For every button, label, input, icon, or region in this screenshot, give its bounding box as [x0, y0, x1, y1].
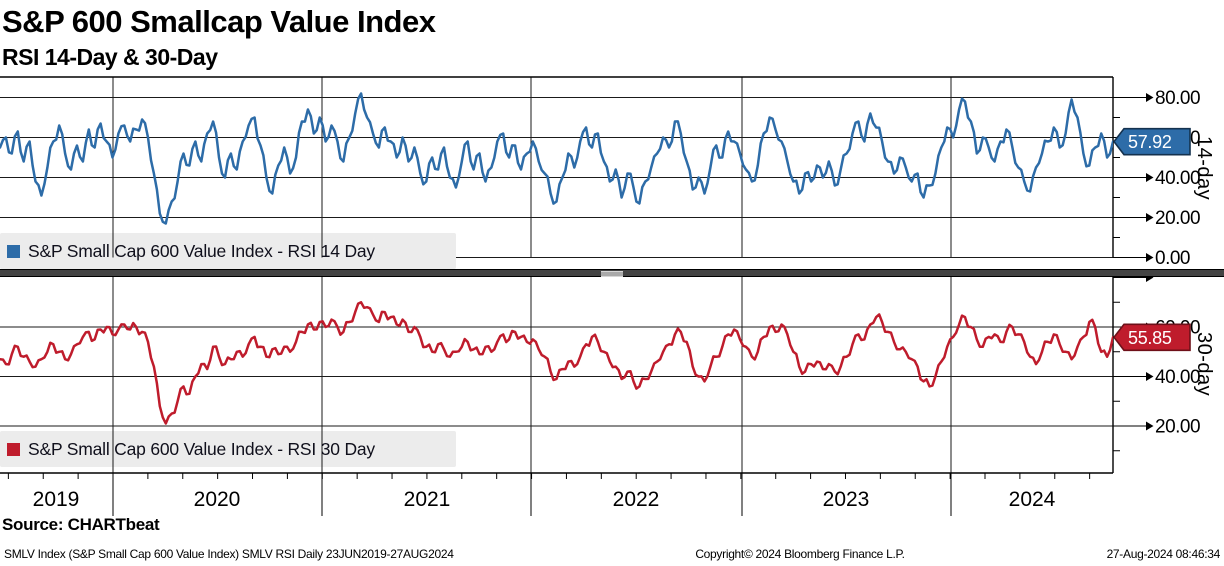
x-axis-year-label: 2024	[1008, 488, 1056, 511]
page-title: S&P 600 Smallcap Value Index	[2, 4, 436, 39]
y-tick-label: 20.00	[1155, 208, 1200, 229]
x-axis-year-label: 2020	[193, 488, 241, 511]
footer-security-info: SMLV Index (S&P Small Cap 600 Value Inde…	[4, 547, 454, 561]
x-axis-year-label: 2022	[612, 488, 660, 511]
rsi14-last-value-badge	[1112, 127, 1191, 156]
footer-timestamp: 27-Aug-2024 08:46:34	[1106, 547, 1221, 561]
y-tick-label: 0.00	[1155, 248, 1190, 269]
y-tick-arrow	[1146, 421, 1154, 431]
x-axis-year-label: 2019	[32, 488, 80, 511]
source-label: Source: CHARTbeat	[2, 515, 160, 534]
page-subtitle: RSI 14-Day & 30-Day	[2, 44, 218, 70]
y-tick-label: 40.00	[1155, 367, 1200, 388]
x-axis-year-label: 2021	[403, 488, 451, 511]
y-tick-arrow	[1146, 93, 1154, 102]
y-tick-arrow	[1146, 253, 1154, 262]
rsi30-last-value-label: 55.85	[1128, 328, 1172, 348]
panel-label-14-day: 14-day	[1193, 136, 1215, 201]
rsi14-series-line	[0, 92, 1113, 225]
y-tick-arrow	[1146, 173, 1154, 182]
rsi14-legend-box	[0, 233, 456, 269]
y-tick-label: 20.00	[1155, 417, 1200, 438]
y-tick-label: 80.00	[1155, 88, 1200, 109]
y-tick-arrow	[1146, 213, 1154, 222]
y-tick-arrow	[1146, 372, 1154, 381]
rsi30-series-line	[0, 301, 1113, 425]
x-axis-year-label: 2023	[822, 488, 870, 511]
rsi14-last-value-label: 57.92	[1128, 132, 1172, 152]
rsi30-legend-box	[0, 431, 456, 467]
panel-divider-drag-handle[interactable]	[601, 271, 623, 277]
footer-copyright: Copyright© 2024 Bloomberg Finance L.P.	[695, 547, 905, 561]
y-tick-label: 40.00	[1155, 168, 1200, 189]
panel-label-30-day: 30-day	[1193, 332, 1215, 397]
rsi30-last-value-badge	[1112, 323, 1191, 352]
